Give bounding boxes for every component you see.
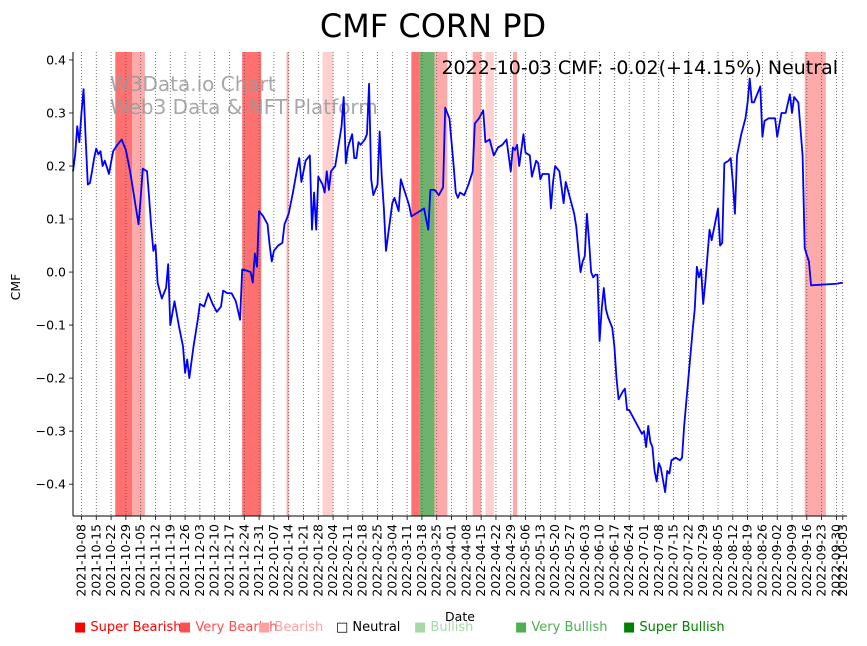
band-bearish — [472, 52, 482, 516]
x-tick-label: 2022-01-14 — [281, 524, 296, 597]
x-tick-label: 2021-10-15 — [88, 524, 103, 597]
y-tick-label: 0.1 — [46, 212, 66, 227]
x-tick-label: 2021-12-10 — [207, 524, 222, 597]
x-tick-label: 2021-10-22 — [103, 524, 118, 597]
x-tick-label: 2022-03-18 — [414, 524, 429, 597]
x-ticks: 2021-10-08 2021-10-15 2021-10-22 2021-10-29… — [73, 516, 850, 597]
legend-very-bearish: ■ Very Bearish — [179, 620, 278, 635]
band-light_bearish — [485, 52, 494, 516]
legend-bullish: ■ Bullish — [414, 620, 474, 635]
x-tick-label: 2022-04-22 — [488, 524, 503, 597]
y-tick-label: −0.2 — [36, 371, 66, 386]
x-tick-label: 2022-05-20 — [547, 524, 562, 597]
y-tick-label: −0.4 — [36, 477, 66, 492]
x-tick-label: 2022-02-04 — [325, 524, 340, 597]
x-tick-label: 2022-07-22 — [680, 524, 695, 597]
x-tick-label: 2022-06-17 — [606, 524, 621, 597]
band-very_bearish — [242, 52, 262, 516]
axes — [72, 52, 847, 517]
x-tick-label: 2022-03-25 — [429, 524, 444, 597]
x-tick-label: 2022-07-01 — [636, 524, 651, 597]
x-tick-label: 2022-09-23 — [814, 524, 829, 597]
y-tick-label: 0.4 — [46, 52, 66, 67]
cmf-line — [72, 77, 843, 494]
x-tick-label: 2021-12-24 — [236, 524, 251, 597]
x-tick-label: 2022-08-26 — [754, 524, 769, 597]
x-tick-label: 2022-08-05 — [710, 524, 725, 597]
x-tick-label: 2022-02-11 — [340, 524, 355, 597]
x-tick-label: 2021-10-08 — [73, 524, 88, 597]
legend-super-bearish: ■ Super Bearish — [74, 620, 182, 635]
x-tick-label: 2022-07-15 — [666, 524, 681, 597]
x-tick-label: 2022-09-30 — [828, 524, 843, 597]
band-very_bearish — [115, 52, 133, 516]
y-axis-label: CMF — [8, 274, 23, 301]
legend-super-bullish: ■ Super Bullish — [623, 620, 725, 635]
y-tick-label: −0.1 — [36, 318, 66, 333]
x-tick-label: 2021-11-19 — [162, 524, 177, 597]
legend-neutral: □ Neutral — [336, 620, 401, 635]
x-tick-label: 2022-07-29 — [695, 524, 710, 597]
x-tick-label: 2022-02-18 — [355, 524, 370, 597]
y-tick-label: −0.3 — [36, 424, 66, 439]
y-tick-label: 0.0 — [46, 265, 66, 280]
band-bearish — [286, 52, 289, 516]
x-tick-label: 2021-11-12 — [147, 524, 162, 597]
band-very_bearish — [411, 52, 420, 516]
band-very_bullish — [419, 52, 435, 516]
x-tick-label: 2022-06-03 — [577, 524, 592, 597]
x-axis-label: Date — [445, 609, 475, 624]
x-tick-label: 2021-11-05 — [133, 524, 148, 597]
x-tick-label: 2022-05-06 — [518, 524, 533, 597]
x-tick-label: 2022-09-16 — [799, 524, 814, 597]
x-tick-label: 2022-08-19 — [740, 524, 755, 597]
band-bearish — [804, 52, 826, 516]
x-tick-label: 2022-04-29 — [503, 524, 518, 597]
x-tick-label: 2022-03-04 — [384, 524, 399, 597]
band-bearish — [512, 52, 518, 516]
watermark-line-2: Web3 Data & NFT Platform — [110, 95, 378, 119]
x-tick-label: 2022-05-13 — [532, 524, 547, 597]
x-tick-label: 2021-12-03 — [192, 524, 207, 597]
legend-bearish: ■ Bearish — [258, 620, 324, 635]
chart-title: CMF CORN PD — [320, 7, 546, 45]
signal-legend: ■ Super Bearish ■ Very Bearish ■ Bearish… — [74, 620, 854, 640]
legend-very-bullish: ■ Very Bullish — [515, 620, 608, 635]
x-tick-label: 2022-06-10 — [592, 524, 607, 597]
x-tick-label: 2022-03-11 — [399, 524, 414, 597]
x-tick-label: 2022-01-07 — [266, 524, 281, 597]
x-tick-label: 2021-11-26 — [177, 524, 192, 597]
latest-value-annotation: 2022-10-03 CMF: -0.02(+14.15%) Neutral — [441, 57, 838, 79]
x-tick-label: 2022-02-25 — [370, 524, 385, 597]
x-tick-label: 2022-05-27 — [562, 524, 577, 597]
x-tick-label: 2022-04-08 — [458, 524, 473, 597]
x-tick-label: 2022-09-02 — [769, 524, 784, 597]
x-tick-label: 2022-09-09 — [784, 524, 799, 597]
band-light_bearish — [322, 52, 334, 516]
vertical-grid — [81, 52, 844, 516]
y-tick-label: 0.2 — [46, 159, 66, 174]
x-tick-label: 2022-06-24 — [621, 524, 636, 597]
y-tick-label: 0.3 — [46, 105, 66, 120]
x-tick-label: 2022-10-03 — [835, 524, 850, 597]
x-tick-label: 2022-04-15 — [473, 524, 488, 597]
x-tick-label: 2022-07-08 — [651, 524, 666, 597]
x-tick-label: 2022-01-21 — [296, 524, 311, 597]
band-bearish — [132, 52, 145, 516]
x-tick-label: 2022-08-12 — [725, 524, 740, 597]
cmf-series — [72, 77, 843, 494]
watermark-line-1: W3Data.io Chart — [110, 72, 276, 96]
x-tick-label: 2022-01-28 — [310, 524, 325, 597]
y-ticks: −0.4 −0.3 −0.2 −0.1 0.0 0.1 0.2 0.3 0.4 — [36, 52, 73, 492]
x-tick-label: 2022-04-01 — [444, 524, 459, 597]
x-tick-label: 2021-12-31 — [251, 524, 266, 597]
x-tick-label: 2021-12-17 — [221, 524, 236, 597]
x-tick-label: 2021-10-29 — [118, 524, 133, 597]
signal-bands — [115, 52, 826, 516]
